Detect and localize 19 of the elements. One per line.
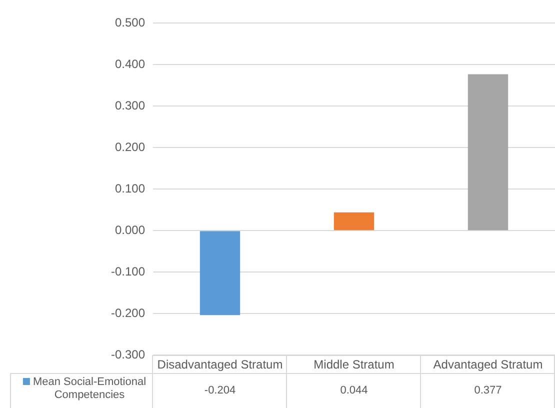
y-tick-label: 0.300 [114,98,146,112]
data-label: -0.204 [204,384,236,397]
data-label: 0.377 [474,384,502,397]
y-tick-label: -0.100 [110,264,146,278]
y-tick-label: 0.400 [114,56,146,71]
bar [334,212,374,230]
y-tick-label: 0.000 [114,222,146,237]
bar [468,74,508,230]
x-tick-label: Advantaged Stratum [433,358,543,372]
x-tick-label: Disadvantaged Stratum [157,358,283,372]
data-label: 0.044 [340,384,368,397]
bar [200,231,240,316]
x-tick-label: Middle Stratum [314,358,394,372]
y-tick-label: -0.300 [110,347,146,362]
y-tick-label: -0.200 [110,306,146,320]
legend-label: Mean Social-Emotional Competencies [32,376,146,402]
y-tick-label: 0.100 [114,181,146,196]
y-tick-label: 0.200 [114,140,146,154]
y-tick-label: 0.500 [114,16,146,30]
